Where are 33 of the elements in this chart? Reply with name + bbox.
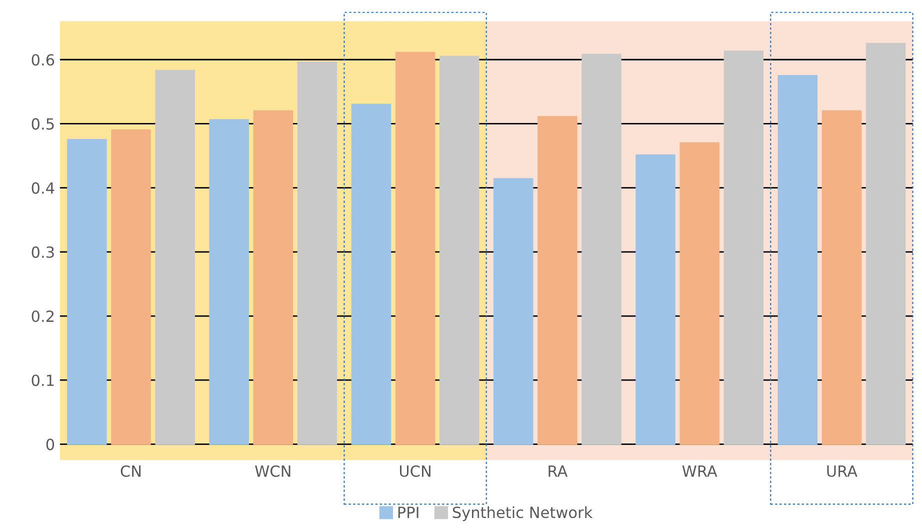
bar [209, 119, 249, 445]
y-tick-label: 0.4 [32, 182, 54, 194]
x-tick-label: WCN [255, 465, 290, 477]
x-tick-label: CN [120, 465, 141, 477]
bar [493, 178, 534, 445]
bar [253, 110, 294, 445]
bar [155, 70, 195, 445]
bar [111, 129, 151, 445]
bar [582, 54, 622, 445]
bar [395, 52, 436, 445]
y-tick-label: 0.3 [32, 246, 54, 258]
legend-label: PPI [398, 506, 418, 518]
y-tick-label: 0.5 [32, 118, 54, 130]
legend-label: Synthetic Network [452, 506, 593, 522]
y-tick-label: 0.1 [32, 374, 54, 386]
bar [680, 142, 720, 445]
bar [297, 61, 338, 445]
bar [822, 110, 862, 445]
y-tick-label: 0 [46, 438, 54, 450]
bar [67, 139, 107, 445]
bar [724, 50, 764, 445]
bar [778, 74, 818, 445]
x-tick-label: URA [827, 466, 858, 477]
y-tick-label: 0.2 [32, 310, 54, 322]
bar [636, 154, 676, 445]
bar [351, 104, 392, 445]
x-tick-label: WRA [682, 466, 718, 477]
x-tick-label: RA [548, 466, 568, 477]
bar [866, 42, 906, 445]
y-tick-label: 0.6 [32, 54, 54, 66]
bar [439, 56, 480, 445]
bar [538, 116, 578, 445]
x-tick-label: UCN [400, 465, 430, 477]
